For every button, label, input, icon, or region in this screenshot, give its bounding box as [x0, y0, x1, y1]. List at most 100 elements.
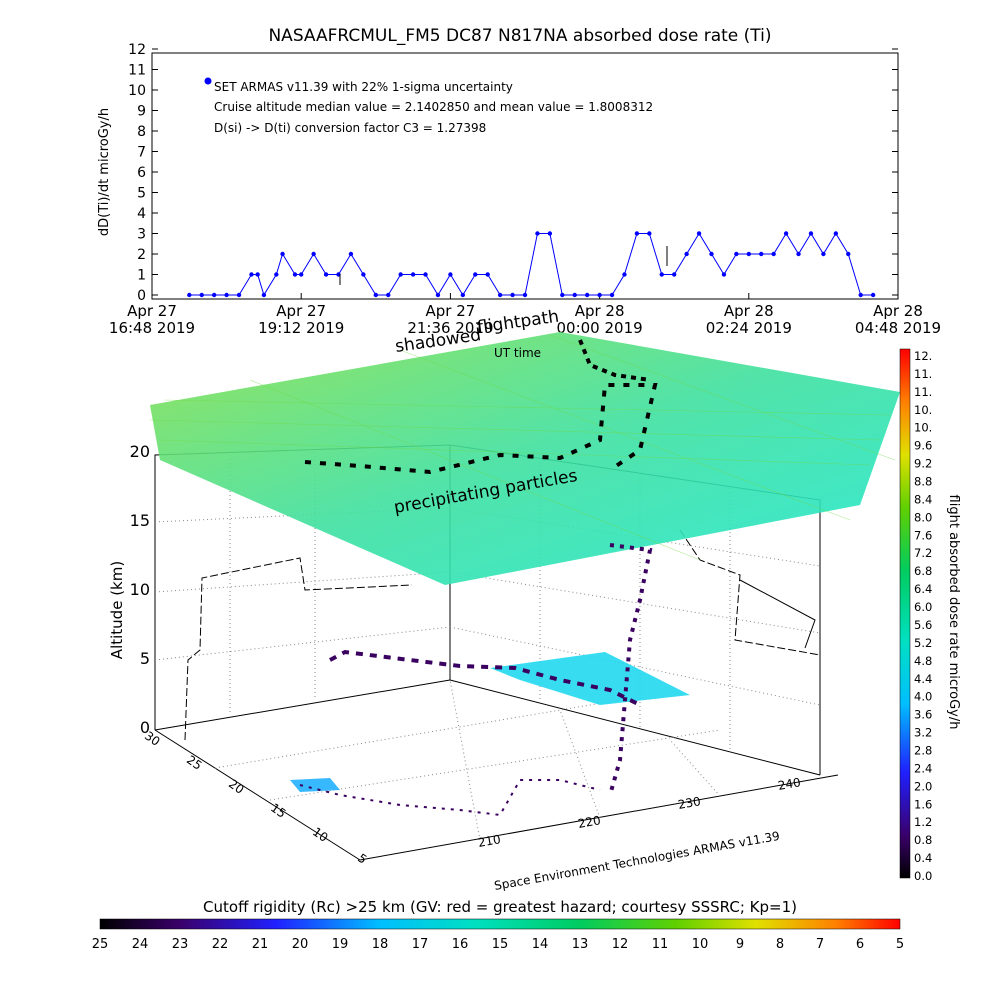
y-tick-label: 0	[137, 288, 146, 304]
rigidity-colorbar-tick: 14	[532, 937, 549, 952]
x-tick-label: Apr 28	[724, 302, 774, 320]
data-point	[821, 251, 826, 257]
data-point	[423, 272, 428, 277]
layer-mesh	[159, 439, 871, 466]
dose-colorbar-tick: 6.0	[914, 600, 932, 614]
data-point	[808, 231, 814, 236]
rigidity-colorbar-tick: 21	[252, 937, 269, 952]
rigidity-colorbar-tick: 17	[412, 937, 429, 952]
data-point	[846, 251, 851, 257]
rigidity-colorbar-tick: 20	[292, 937, 309, 952]
dose-colorbar-tick: 0.4	[914, 851, 932, 865]
dose-colorbar-tick: 12.	[914, 349, 932, 363]
dose-colorbar-tick: 9.2	[914, 457, 932, 471]
rigidity-colorbar-tick: 11	[652, 937, 669, 952]
dose-colorbar-tick: 1.6	[914, 797, 932, 811]
data-point	[535, 231, 540, 236]
particle-layer	[150, 332, 900, 585]
data-point	[634, 231, 640, 236]
data-point	[796, 251, 801, 257]
data-point	[398, 272, 403, 277]
rigidity-colorbar-tick: 12	[612, 937, 629, 952]
data-point	[274, 272, 279, 277]
dose-colorbar-tick: 4.0	[914, 690, 932, 704]
grid-line	[669, 739, 721, 797]
data-point	[572, 292, 577, 298]
data-point	[224, 292, 229, 298]
y-tick-label: 5	[137, 186, 146, 202]
data-point	[560, 292, 565, 298]
y-tick-label: 12	[128, 42, 146, 58]
latitude-tick-label: 20	[226, 777, 247, 797]
data-point	[386, 292, 391, 298]
dose-colorbar-tick: 7.2	[914, 546, 932, 560]
rigidity-colorbar	[99, 918, 901, 930]
annotation-flightpath: flightpath	[476, 307, 560, 338]
x-tick-label: 16:48 2019	[109, 319, 195, 337]
annotation-ut-time: UT time	[494, 346, 541, 360]
legend-series: SET ARMAS v11.39 with 22% 1-sigma uncert…	[214, 80, 513, 94]
longitude-tick-label: 240	[777, 775, 802, 793]
data-point	[659, 272, 664, 277]
data-point	[771, 251, 776, 257]
data-point	[460, 292, 466, 298]
3d-frame	[359, 774, 839, 861]
dose-colorbar-tick: 2.0	[914, 779, 932, 793]
flight-path	[299, 779, 601, 817]
layer-mesh	[164, 399, 891, 416]
dose-colorbar-tick: 2.4	[914, 761, 932, 775]
layer-mesh	[249, 379, 701, 561]
dose-colorbar-tick: 8.4	[914, 492, 932, 506]
x-tick-label: 19:12 2019	[258, 319, 344, 337]
dose-colorbar-tick: 5.2	[914, 636, 932, 650]
data-point	[361, 272, 366, 277]
rigidity-colorbar-tick: 9	[736, 937, 744, 952]
dose-colorbar-label: flight absorbed dose rate microGy/h	[946, 495, 961, 730]
data-point	[249, 272, 254, 277]
latitude-tick-label: 10	[310, 825, 331, 845]
data-point	[709, 251, 714, 257]
data-point	[510, 292, 515, 298]
dose-series	[187, 231, 876, 298]
longitude-tick-label: 210	[477, 832, 502, 850]
data-point	[280, 251, 285, 257]
data-point	[696, 231, 702, 236]
data-point	[672, 272, 677, 277]
altitude-tick-label: 10	[130, 580, 150, 599]
grid-line	[154, 571, 451, 593]
altitude-tick-label: 0	[140, 718, 150, 737]
y-tick-label: 3	[137, 227, 146, 243]
dose-colorbar-tick: 11.	[914, 385, 932, 399]
data-point	[783, 231, 789, 236]
data-point	[759, 251, 764, 257]
altitude-tick-label: 20	[130, 442, 150, 461]
x-tick-label: Apr 27	[425, 302, 475, 320]
data-point	[261, 292, 267, 298]
rigidity-colorbar-tick: 8	[776, 937, 784, 952]
x-tick-label: Apr 28	[575, 302, 625, 320]
data-point	[547, 231, 553, 236]
altitude-tick-label: 5	[140, 649, 150, 668]
y-tick-label: 11	[128, 63, 146, 79]
legend-conversion: D(si) -> D(ti) conversion factor C3 = 1.…	[214, 121, 486, 135]
legend-marker	[204, 77, 212, 85]
data-point	[522, 292, 528, 298]
altitude-axis-label: Altitude (km)	[108, 561, 126, 659]
dose-colorbar-tick: 0.0	[914, 869, 932, 883]
x-tick-label: Apr 27	[127, 302, 177, 320]
low-altitude-patch	[290, 778, 340, 792]
annotation-credit: Space Environment Technologies ARMAS v11…	[493, 829, 781, 893]
data-point	[584, 292, 590, 298]
data-point	[485, 272, 490, 277]
flight-path	[578, 339, 651, 382]
rigidity-colorbar-tick: 23	[172, 937, 189, 952]
data-point	[435, 292, 441, 298]
data-point	[255, 272, 260, 277]
rigidity-colorbar-tick: 25	[92, 937, 109, 952]
rigidity-colorbar-label: Cutoff rigidity (Rc) >25 km (GV: red = g…	[203, 898, 797, 916]
data-point	[647, 231, 652, 236]
flight-path	[304, 383, 658, 475]
dose-colorbar-tick: 11.	[914, 367, 932, 381]
